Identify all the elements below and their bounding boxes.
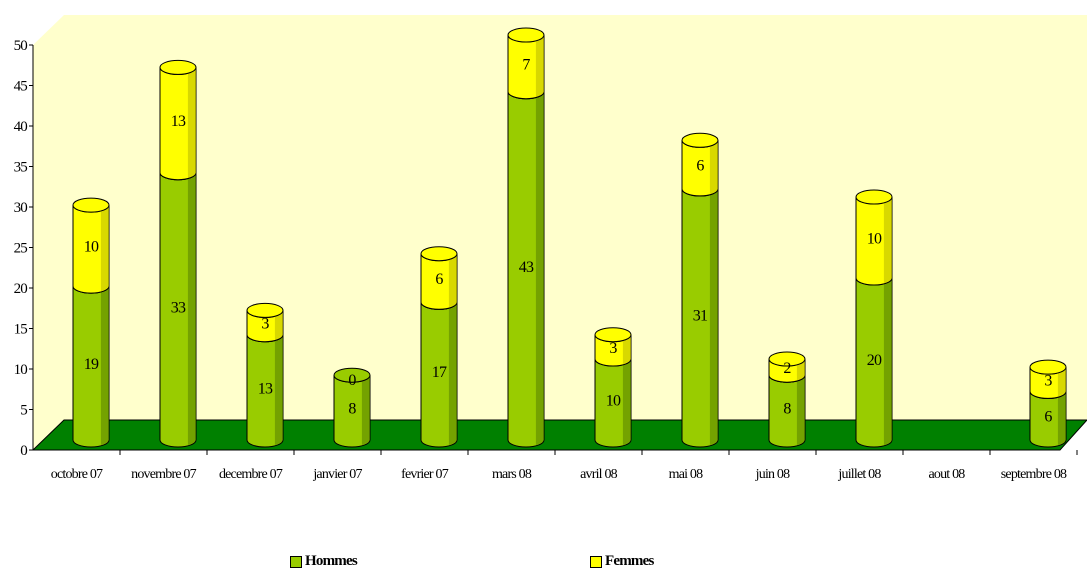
bar-femmes-novembre-07	[159, 59, 197, 181]
y-tick-label: 35	[14, 160, 28, 176]
data-label-femmes-mars-08: 7	[522, 56, 530, 73]
legend-swatch-hommes	[290, 555, 302, 568]
legend-item-femmes: Femmes	[590, 553, 654, 570]
x-tick-label-mai-08: mai 08	[669, 467, 703, 482]
data-label-femmes-juillet-08: 10	[867, 231, 882, 248]
legend-label-femmes: Femmes	[605, 553, 654, 569]
data-label-femmes-octobre-07: 10	[84, 239, 99, 256]
data-label-femmes-avril-08: 3	[609, 340, 617, 357]
data-label-hommes-janvier-07: 8	[348, 401, 356, 418]
legend-label-hommes: Hommes	[305, 553, 358, 569]
data-label-hommes-mars-08: 43	[519, 259, 534, 276]
bar-femmes-juin-08	[768, 351, 806, 383]
y-tick-label: 5	[20, 403, 27, 419]
y-tick-label: 40	[14, 119, 28, 135]
data-label-femmes-juin-08: 2	[783, 360, 791, 377]
x-tick-label-fevrier-07: fevrier 07	[401, 467, 449, 482]
y-tick-label: 15	[14, 322, 28, 338]
data-label-femmes-fevrier-07: 6	[435, 271, 443, 288]
data-label-hommes-juin-08: 8	[783, 401, 791, 418]
x-tick-label-avril-08: avril 08	[580, 467, 618, 482]
bar-femmes-septembre-08	[1029, 359, 1067, 399]
y-tick-label: 45	[14, 79, 28, 95]
side-wall	[33, 15, 64, 450]
bar-femmes-octobre-07	[72, 197, 110, 294]
data-label-hommes-fevrier-07: 17	[432, 364, 447, 381]
y-tick-label: 10	[14, 362, 28, 378]
legend-item-hommes: Hommes	[290, 553, 358, 570]
data-label-femmes-mai-08: 6	[696, 158, 704, 175]
x-tick-label-septembre-08: septembre 08	[1001, 467, 1067, 482]
y-tick-label: 20	[14, 281, 28, 297]
bar-femmes-avril-08	[594, 327, 632, 367]
bar-hommes-mai-08	[681, 181, 719, 448]
x-tick-label-janvier-07: janvier 07	[312, 467, 362, 482]
y-tick-label: 0	[20, 443, 27, 459]
y-tick-label: 25	[14, 241, 28, 257]
data-label-hommes-juillet-08: 20	[867, 352, 882, 369]
data-label-hommes-avril-08: 10	[606, 393, 621, 410]
data-label-hommes-octobre-07: 19	[84, 356, 99, 373]
data-label-femmes-decembre-07: 3	[261, 316, 269, 333]
bar-hommes-janvier-07	[333, 367, 371, 448]
data-label-hommes-mai-08: 31	[693, 307, 708, 324]
data-label-femmes-septembre-08: 3	[1044, 372, 1052, 389]
data-label-hommes-novembre-07: 33	[171, 299, 186, 316]
data-label-hommes-septembre-08: 6	[1044, 409, 1052, 426]
bar-femmes-fevrier-07	[420, 246, 458, 310]
x-tick-label-decembre-07: decembre 07	[219, 467, 283, 482]
x-tick-label-juin-08: juin 08	[755, 467, 790, 482]
x-tick-label-aout-08: aout 08	[928, 467, 965, 482]
back-wall	[64, 15, 1087, 420]
bar-femmes-decembre-07	[246, 302, 284, 343]
x-tick-label-octobre-07: octobre 07	[51, 467, 103, 482]
data-label-hommes-decembre-07: 13	[258, 380, 273, 397]
data-label-femmes-novembre-07: 13	[171, 113, 186, 130]
x-tick-label-mars-08: mars 08	[492, 467, 532, 482]
bar-femmes-mars-08	[507, 27, 545, 100]
y-tick-label: 30	[14, 200, 28, 216]
data-label-femmes-janvier-07: 0	[348, 372, 356, 389]
x-tick-label-novembre-07: novembre 07	[131, 467, 196, 482]
bar-femmes-mai-08	[681, 132, 719, 197]
bar-femmes-juillet-08	[855, 189, 893, 286]
y-tick-label: 50	[14, 38, 28, 54]
x-tick-label-juillet-08: juillet 08	[837, 467, 881, 482]
legend-swatch-femmes	[590, 555, 602, 568]
